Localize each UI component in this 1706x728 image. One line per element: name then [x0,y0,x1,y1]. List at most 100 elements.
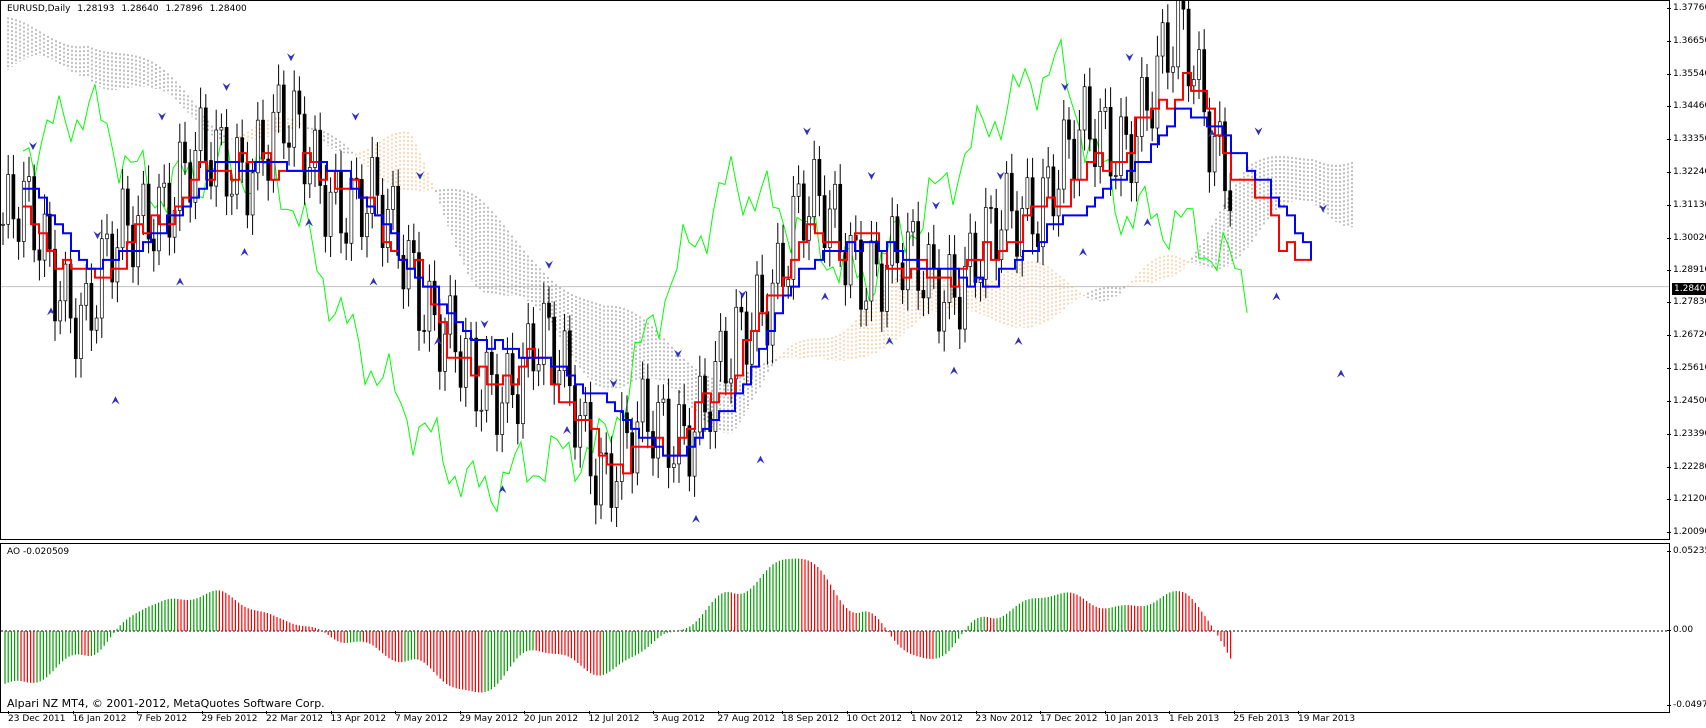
candle [479,389,484,432]
candle-body [609,453,614,508]
candle [125,175,130,246]
candle-body [619,412,624,482]
candle [1197,31,1201,99]
candle-body [422,330,427,332]
candle-body [1223,121,1227,192]
candle [151,218,156,272]
candle [921,271,926,317]
price-axis-label: 1.27830 [1673,297,1706,308]
time-axis-label: 29 May 2012 [459,711,519,724]
candle-body [890,216,895,266]
candle-body [640,378,645,423]
candle-body [567,330,572,387]
candle [27,156,31,202]
candle-body [999,229,1004,261]
fractal-up-arrow [480,320,489,329]
candle [666,378,671,489]
candle-body [848,235,853,286]
candle [120,168,125,261]
time-axis-label: 22 Mar 2012 [266,711,324,724]
candle [1009,153,1014,229]
candle [911,209,915,247]
candle-body [604,452,609,455]
candle [47,201,52,267]
candle-body [547,302,551,318]
time-axis-label: 10 Jan 2013 [1104,711,1159,724]
candle-body [385,209,390,249]
candle-body [105,233,109,240]
candle-body [16,218,21,242]
candle [963,246,967,343]
candle-body [359,179,364,238]
candle-body [214,129,219,187]
candle-body [1077,129,1082,181]
candle [833,171,837,228]
fractal-up-arrow [738,290,747,299]
time-axis-label: 12 Jul 2012 [588,711,640,724]
time-axis-label: 25 Feb 2013 [1233,711,1290,724]
candle-body [42,213,47,261]
price-axis-label: 1.23390 [1673,429,1706,440]
low-value: 1.27896 [165,4,203,14]
candle [552,301,557,405]
candle-body [292,90,297,148]
kijun-sen-line [23,107,1312,457]
candle-body [1171,66,1175,73]
candle [32,164,37,263]
candle-body [505,353,510,404]
candle-body [120,188,125,249]
fractals [29,53,1345,523]
candle [255,102,260,191]
fractal-down-arrow [563,425,571,434]
candle-body [1228,190,1233,211]
candle-body [1134,136,1139,183]
candle [276,64,281,133]
fractal-down-arrow [821,292,829,301]
price-chart-pane[interactable]: EURUSD,Daily 1.28193 1.28640 1.27896 1.2… [0,0,1670,540]
candle-body [1181,1,1186,10]
candle-body [1072,138,1077,181]
fractal-down-arrow [1079,248,1087,257]
candle-body [885,264,889,312]
candle-body [1165,22,1170,73]
candle-body [323,185,328,237]
candle [292,70,297,167]
candle [859,221,863,327]
price-axis-label: 1.25610 [1673,363,1706,374]
candle-body [822,195,827,249]
candle [495,353,499,452]
candle-body [1113,175,1118,177]
candle [344,217,349,261]
candle-body [931,244,936,269]
candle-body [521,358,525,425]
candle-body [1186,8,1191,87]
candle [796,165,801,214]
candle [131,206,135,283]
candle [115,228,120,303]
candle [671,446,676,483]
price-axis-label: 1.36650 [1673,35,1706,46]
candle [760,254,765,326]
candle [848,222,853,299]
ao-indicator-pane[interactable]: AO -0.020509 Alpari NZ MT4, © 2001-2012,… [0,543,1670,713]
candle [864,288,869,327]
fractal-down-arrow [756,455,765,464]
candle-body [203,107,208,161]
candle-body [1056,188,1061,217]
candle [718,313,723,382]
candle-body [692,431,697,477]
candle-body [614,481,619,508]
candle-body [531,323,536,372]
candle-body [625,412,629,434]
candle [307,146,312,199]
time-axis-label: 18 Sep 2012 [782,711,840,724]
candle-body [302,113,307,185]
candle [136,195,141,286]
fractal-up-arrow [996,171,1005,180]
candle [625,395,629,449]
candle [583,386,588,432]
candle-body [1009,172,1014,212]
candle [42,194,47,277]
price-axis-label: 1.28910 [1673,265,1706,276]
candle [687,407,692,492]
